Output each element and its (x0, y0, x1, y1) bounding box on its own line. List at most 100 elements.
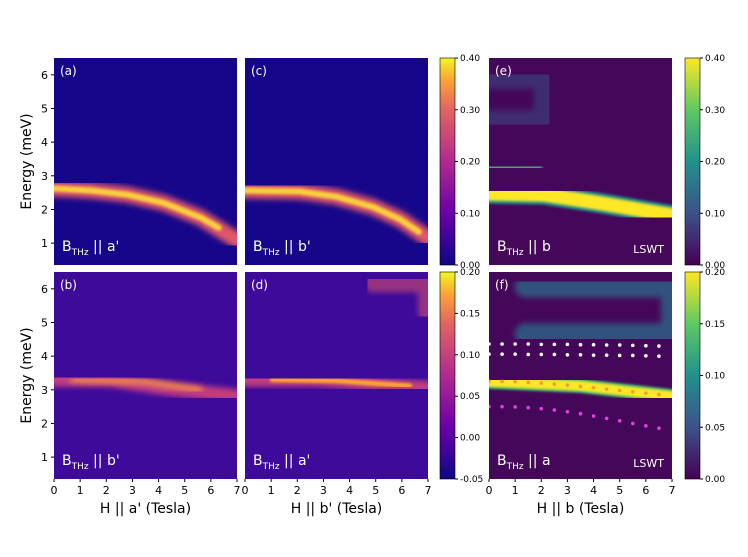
y-tick-label: 6 (41, 283, 48, 296)
colorbar-tick-label: 0.00 (460, 434, 480, 444)
colorbar-tick-label: 0.10 (460, 209, 480, 219)
heatmap-features (489, 68, 672, 226)
annotation-main: B (497, 239, 507, 255)
annotation: BTHz || a (497, 453, 551, 472)
heatmap-background (245, 58, 428, 265)
data-point (591, 385, 596, 390)
heatmap-features (54, 372, 237, 412)
annotation-main: B (253, 453, 263, 469)
x-tick-label: 1 (77, 484, 84, 497)
data-point (644, 343, 648, 348)
panel-label: (c) (251, 64, 267, 78)
data-point (644, 391, 648, 395)
y-tick-label: 2 (41, 417, 48, 430)
x-tick-label: 2 (294, 484, 301, 497)
panel-label: (a) (60, 64, 77, 78)
colorbar (684, 271, 701, 480)
x-axis-label: H || b' (Tesla) (291, 501, 383, 517)
y-tick-label: 1 (41, 237, 48, 250)
x-tick-label: 6 (642, 484, 649, 497)
colorbar (439, 57, 456, 266)
annotation: BTHz || b' (62, 453, 120, 472)
colorbar-tick-label: 0.10 (460, 351, 480, 361)
data-point (657, 392, 661, 397)
colorbar (684, 57, 701, 266)
annotation-sub: THz (262, 462, 280, 472)
heatmap-features (489, 275, 672, 430)
data-point (630, 390, 635, 394)
annotation-rest: || a (524, 453, 551, 469)
data-point (604, 343, 609, 347)
annotation-main: B (62, 239, 72, 255)
data-point (565, 342, 570, 347)
intensity-band (514, 275, 672, 346)
x-tick-label: 1 (268, 484, 275, 497)
intensity-band (363, 272, 428, 324)
data-point (552, 408, 557, 412)
heatmap-features (54, 180, 237, 249)
annotation-rest: || b (524, 239, 551, 255)
colorbar-tick-label: 0.30 (705, 106, 725, 116)
colorbar-tick-label: 0.10 (705, 372, 725, 382)
model-label: LSWT (633, 457, 664, 470)
data-point (489, 342, 491, 346)
intensity-band (269, 377, 413, 389)
x-tick-label: 4 (590, 484, 597, 497)
annotation-main: B (62, 453, 72, 469)
heatmap-background (489, 58, 672, 265)
data-point (513, 379, 517, 384)
data-point (500, 352, 504, 356)
model-label: LSWT (633, 243, 664, 256)
y-tick-label: 2 (41, 203, 48, 216)
annotation-sub: THz (506, 248, 524, 258)
x-axis-label: H || a' (Tesla) (100, 501, 191, 517)
data-point (513, 352, 517, 356)
colorbar-tick-label: 0.30 (460, 106, 480, 116)
data-point (500, 404, 504, 409)
data-point (617, 418, 622, 423)
data-point (578, 384, 583, 389)
colorbar-tick-label: 0.40 (705, 54, 725, 64)
annotation-sub: THz (71, 462, 89, 472)
x-tick-label: 0 (51, 484, 58, 497)
intensity-band (489, 68, 554, 131)
annotation-rest: || a' (89, 239, 120, 255)
colorbar-tick-label: 0.05 (460, 392, 480, 402)
colorbar-tick-label: 0.00 (705, 475, 725, 485)
data-point (539, 381, 544, 385)
panel-label: (b) (60, 278, 77, 292)
intensity-band (245, 187, 422, 235)
intensity-band (489, 186, 672, 223)
data-point (489, 352, 491, 356)
data-point (489, 379, 491, 384)
data-point (513, 342, 517, 346)
heatmap-panel (245, 58, 428, 265)
y-tick-label: 3 (41, 170, 48, 183)
data-point (591, 353, 596, 357)
data-point (565, 383, 570, 387)
annotation-rest: || a' (280, 453, 311, 469)
data-point (604, 353, 609, 357)
data-point (552, 342, 557, 347)
colorbar-tick-label: 0.20 (705, 268, 725, 278)
data-point (539, 352, 544, 357)
colorbar-tick-label: 0.40 (460, 54, 480, 64)
x-tick-label: 2 (103, 484, 110, 497)
x-tick-label: 0 (242, 484, 249, 497)
data-point (500, 342, 504, 346)
data-point (630, 421, 635, 426)
heatmap-background (54, 58, 237, 265)
y-tick-label: 4 (41, 350, 48, 363)
data-point (526, 342, 531, 346)
heatmap-background (489, 272, 672, 479)
y-axis-label: Energy (meV) (19, 327, 35, 423)
intensity-band (54, 185, 222, 231)
heatmap-panel (489, 272, 672, 479)
intensity-band (489, 164, 543, 171)
data-point (591, 342, 596, 347)
data-point (604, 416, 609, 421)
colorbar-tick-label: 0.10 (705, 209, 725, 219)
data-point (657, 354, 661, 358)
colorbar-tick-label: 0.00 (705, 261, 725, 271)
data-point (644, 424, 648, 428)
